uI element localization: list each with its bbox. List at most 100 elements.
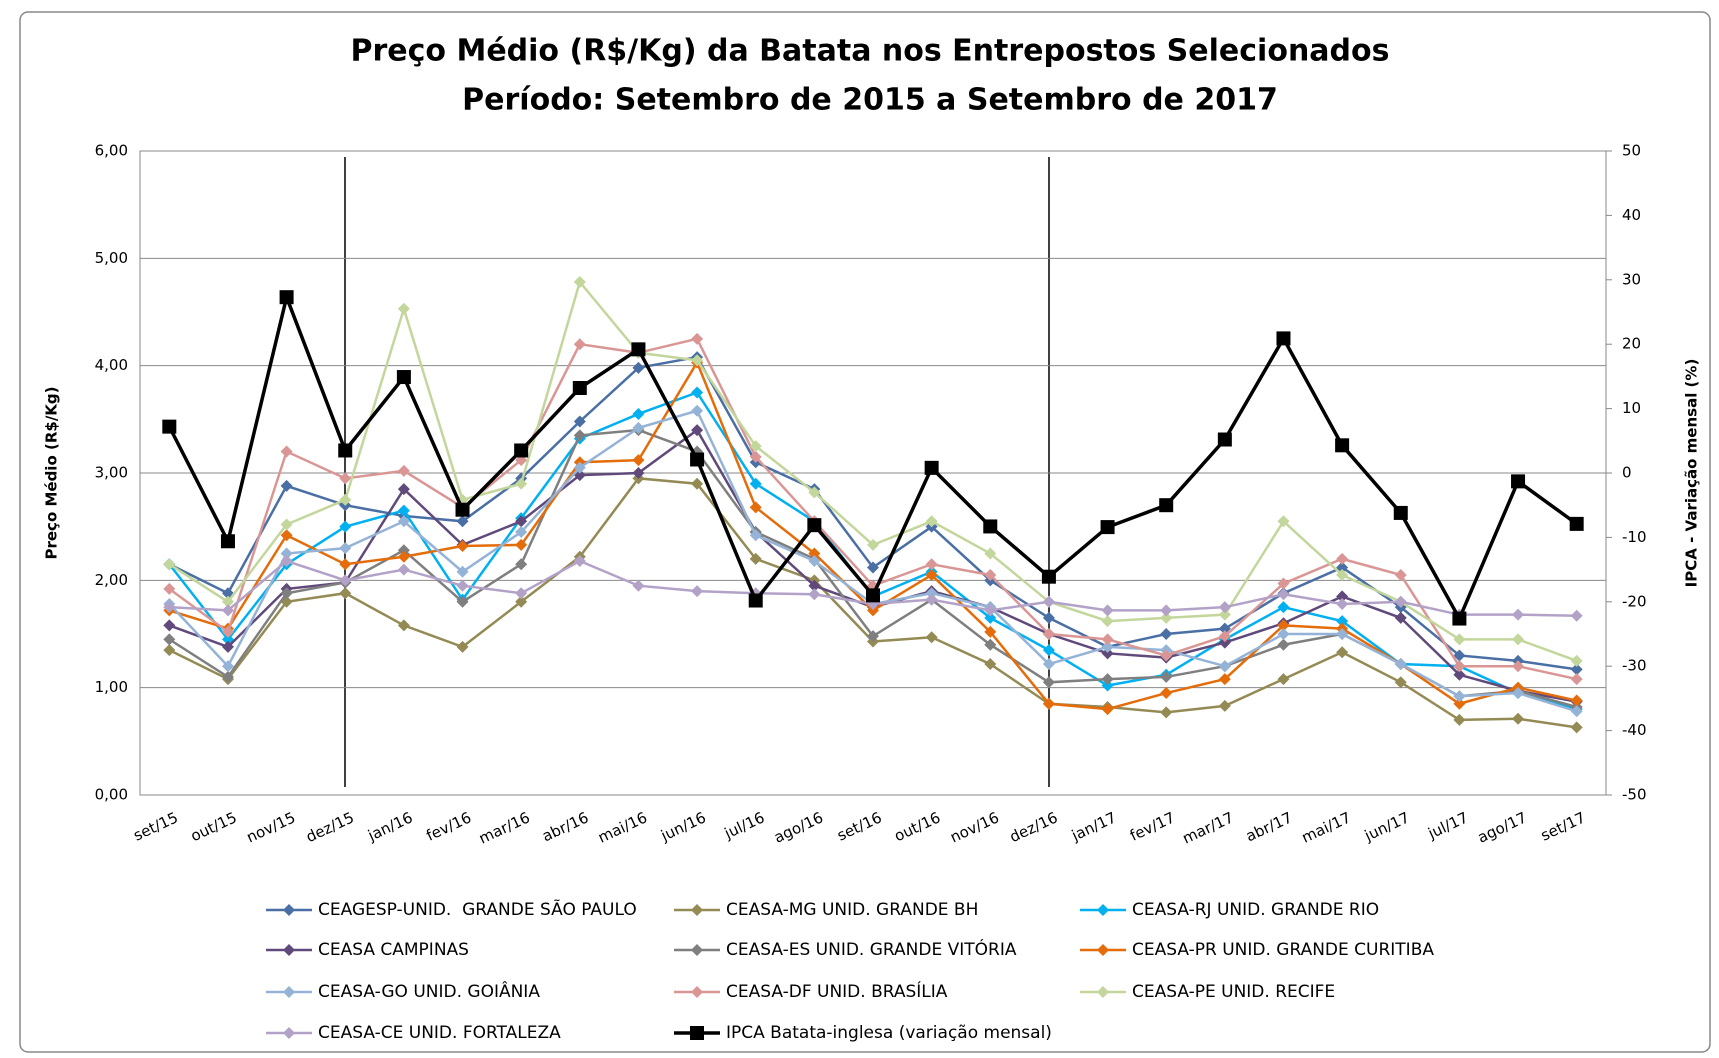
marker xyxy=(162,419,177,434)
legend-label: CEASA-RJ UNID. GRANDE RIO xyxy=(1132,900,1379,920)
legend-marker xyxy=(283,904,295,916)
marker xyxy=(631,342,646,357)
marker xyxy=(1394,658,1407,671)
marker xyxy=(397,515,410,528)
y-tick-label: 3,00 xyxy=(95,464,128,482)
marker xyxy=(280,587,293,600)
marker xyxy=(1101,604,1114,617)
marker xyxy=(280,479,293,492)
marker xyxy=(1042,628,1055,640)
marker xyxy=(1453,713,1466,726)
legend-marker xyxy=(1097,986,1109,998)
marker xyxy=(280,518,293,531)
y-tick-label: 2,00 xyxy=(95,571,128,589)
marker xyxy=(691,332,704,345)
legend-label: CEAGESP-UNID. GRANDE SÃO PAULO xyxy=(318,898,637,920)
series xyxy=(162,290,1584,626)
chart-title: Preço Médio (R$/Kg) da Batata nos Entrep… xyxy=(351,34,1390,69)
marker xyxy=(749,477,762,490)
marker xyxy=(1276,331,1291,346)
marker xyxy=(1569,516,1584,531)
marker xyxy=(397,302,410,315)
marker xyxy=(221,595,234,608)
marker xyxy=(749,501,762,514)
marker xyxy=(1101,640,1114,653)
marker xyxy=(456,640,469,653)
marker xyxy=(925,631,938,644)
y-tick-label: 1,00 xyxy=(95,678,128,696)
marker xyxy=(1218,660,1231,673)
marker xyxy=(163,644,176,657)
marker xyxy=(279,290,294,305)
marker xyxy=(1101,703,1114,716)
y2-axis-label: IPCA - Variação mensal (%) xyxy=(1683,359,1701,588)
marker xyxy=(1218,699,1231,712)
marker xyxy=(1277,577,1290,590)
marker xyxy=(1335,438,1350,453)
marker xyxy=(1277,673,1290,686)
marker xyxy=(983,519,998,534)
marker xyxy=(1160,628,1173,640)
marker xyxy=(632,361,645,374)
marker xyxy=(1277,588,1290,601)
marker xyxy=(1453,633,1466,646)
legend-label: CEASA-GO UNID. GOIÂNIA xyxy=(318,980,540,1002)
marker xyxy=(1394,676,1407,689)
marker xyxy=(808,486,821,499)
marker xyxy=(1570,705,1583,718)
marker xyxy=(1570,609,1583,622)
marker xyxy=(280,529,293,542)
legend-marker xyxy=(283,944,295,956)
marker xyxy=(1336,561,1349,574)
marker xyxy=(1042,658,1055,671)
marker xyxy=(1100,520,1115,535)
y2-tick-label: -20 xyxy=(1622,592,1647,610)
marker xyxy=(984,568,997,581)
marker xyxy=(691,585,704,598)
marker xyxy=(397,544,410,557)
marker xyxy=(691,477,704,490)
marker xyxy=(1336,646,1349,659)
marker xyxy=(1160,611,1173,624)
marker xyxy=(984,658,997,671)
marker xyxy=(632,467,645,479)
marker xyxy=(515,477,528,490)
marker xyxy=(339,558,352,571)
marker xyxy=(1453,697,1466,710)
marker xyxy=(515,595,528,608)
marker xyxy=(808,555,821,568)
legend-label: CEASA-ES UNID. GRANDE VITÓRIA xyxy=(726,938,1017,960)
marker xyxy=(339,574,352,587)
marker xyxy=(749,529,762,542)
legend-label: IPCA Batata-inglesa (variação mensal) xyxy=(726,1023,1052,1043)
marker xyxy=(456,579,469,592)
marker xyxy=(515,558,528,571)
marker xyxy=(924,460,939,475)
marker xyxy=(925,587,938,600)
marker xyxy=(1394,611,1407,624)
marker xyxy=(456,565,469,578)
marker xyxy=(573,555,586,568)
marker xyxy=(515,538,528,551)
chart-frame xyxy=(19,11,1711,1053)
marker xyxy=(1336,597,1349,610)
marker xyxy=(1393,505,1408,520)
marker xyxy=(749,552,762,565)
y-tick-label: 0,00 xyxy=(95,786,128,804)
marker xyxy=(1277,515,1290,528)
series xyxy=(163,555,1583,622)
marker xyxy=(221,670,234,683)
marker xyxy=(1159,498,1174,513)
marker xyxy=(1042,676,1055,689)
marker xyxy=(807,518,822,533)
marker xyxy=(1277,638,1290,651)
marker xyxy=(397,464,410,477)
marker xyxy=(1452,611,1467,626)
legend-marker xyxy=(690,1026,704,1040)
marker xyxy=(749,450,762,463)
marker xyxy=(397,504,410,517)
marker xyxy=(1277,619,1290,632)
marker xyxy=(339,587,352,600)
marker xyxy=(1336,590,1349,603)
legend-marker xyxy=(691,986,703,998)
